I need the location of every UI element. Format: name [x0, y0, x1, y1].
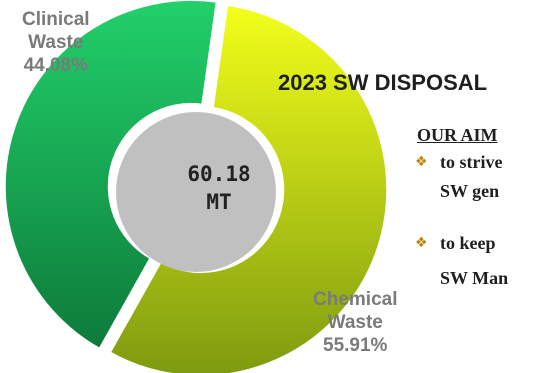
chart-title: 2023 SW DISPOSAL	[278, 70, 488, 95]
slice-label-chemical: Chemical Waste 55.91%	[313, 289, 398, 356]
slice-chemical	[107, 2, 390, 373]
center-value-number: 60.18	[187, 162, 251, 186]
center-total: 60.18 MT	[163, 160, 275, 216]
slice-label-clinical: Clinical Waste 44.08%	[22, 9, 90, 76]
aim-heading: OUR AIM	[417, 125, 498, 145]
slice-clinical	[2, 0, 219, 352]
center-value-unit: MT	[206, 190, 232, 214]
aim-item: ❖ to strive SW gen	[415, 148, 502, 206]
diamond-bullet-icon: ❖	[415, 154, 428, 170]
diamond-bullet-icon: ❖	[415, 235, 428, 251]
aim-item: ❖ to keep SW Man	[415, 229, 508, 293]
center-disc	[116, 112, 276, 272]
